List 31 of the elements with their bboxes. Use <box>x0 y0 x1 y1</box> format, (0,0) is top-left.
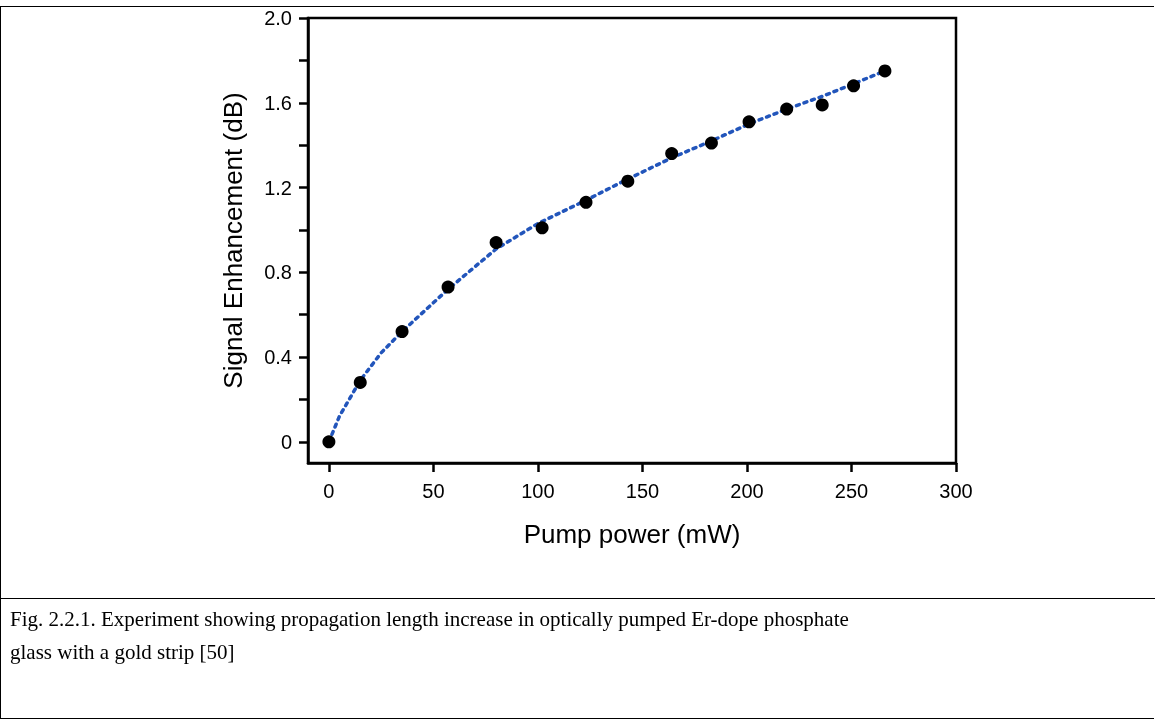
point <box>665 147 679 161</box>
caption: Fig. 2.2.1. Experiment showing propagation length increase in optically pumped Er-dope phosphate glass with a gold strip [50] <box>10 606 850 666</box>
point <box>878 64 892 78</box>
point <box>815 98 829 112</box>
x-tick-label: 100 <box>521 480 555 502</box>
y-tick-label: 2.0 <box>264 7 292 29</box>
point <box>535 221 549 235</box>
y-tick-label: 1.2 <box>264 176 292 199</box>
point <box>322 435 336 449</box>
y-tick-label: 0.4 <box>264 346 292 369</box>
y-tick-label: 1.6 <box>264 91 292 114</box>
point <box>621 174 635 188</box>
point <box>395 325 409 339</box>
y-tick-label: 0 <box>280 430 292 453</box>
point <box>704 136 718 150</box>
x-tick-label: 0 <box>323 480 335 502</box>
y-tick-label: 0.8 <box>264 261 292 284</box>
x-tick-label: 250 <box>834 480 869 502</box>
x-axis-title: Pump power (mW) <box>523 519 741 549</box>
point <box>489 236 503 250</box>
point <box>742 115 756 129</box>
point <box>780 102 794 116</box>
point <box>353 375 367 389</box>
y-axis-title: Signal Enhancement (dB) <box>218 92 248 389</box>
point <box>441 280 455 294</box>
x-tick-label: 200 <box>730 480 764 502</box>
x-tick-label: 50 <box>422 480 445 502</box>
point <box>579 195 593 209</box>
x-tick-label: 150 <box>625 480 660 502</box>
x-tick-label: 300 <box>939 480 973 502</box>
point <box>847 79 861 93</box>
